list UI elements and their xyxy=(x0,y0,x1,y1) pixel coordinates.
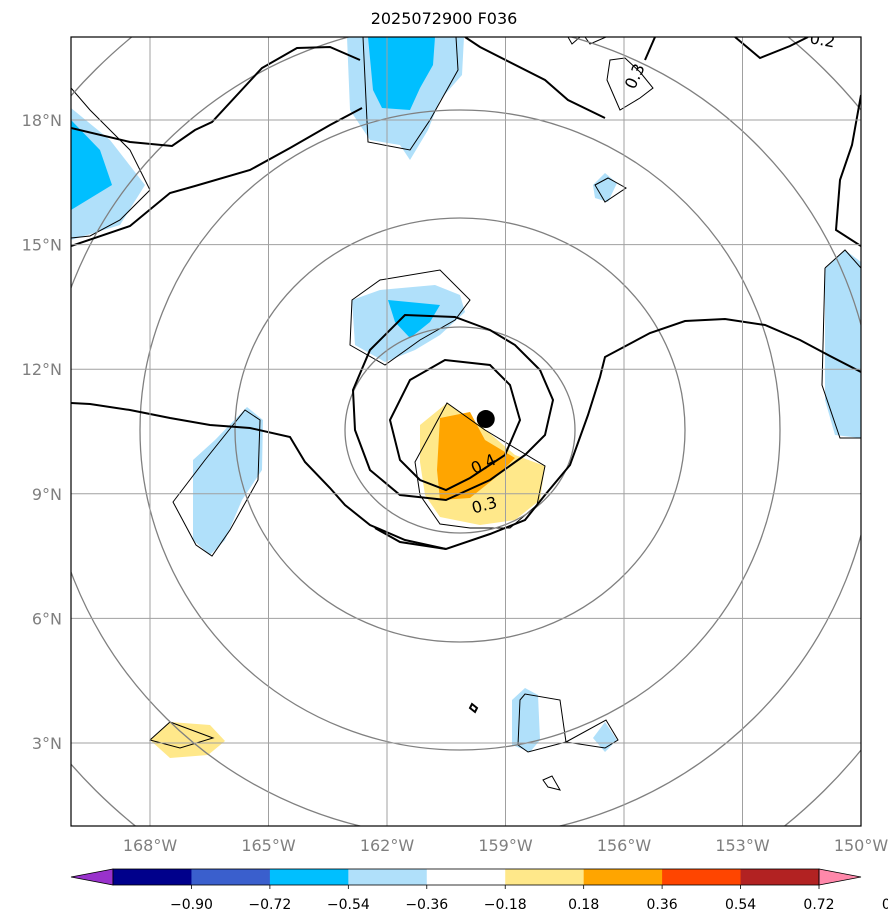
lat-tick-label: 18°N xyxy=(22,111,62,130)
shade-positive-south xyxy=(150,722,225,758)
colorbar-tick-labels: −0.90 −0.72 −0.54 −0.36 −0.18 0.18 0.36 0.54 0.7… xyxy=(170,897,888,913)
colorbar-segment xyxy=(662,869,742,885)
lat-tick-label: 6°N xyxy=(32,609,62,628)
colorbar-tick-label: 0.36 xyxy=(647,897,678,913)
shade-negative-south-1 xyxy=(512,688,540,752)
shade-negative-mid-core xyxy=(388,300,440,338)
shade-negative-west-core xyxy=(71,120,112,210)
contour-label: 0.2 xyxy=(808,28,836,51)
colorbar-extend-low xyxy=(70,868,114,886)
lon-tick-label: 156°W xyxy=(597,836,652,855)
lon-tick-label: 159°W xyxy=(478,836,533,855)
shade-negative-sw xyxy=(193,407,263,555)
latitude-tick-labels: 3°N 6°N 9°N 12°N 15°N 18°N xyxy=(22,111,62,753)
storm-center-marker xyxy=(476,410,495,429)
colorbar xyxy=(70,868,862,889)
shade-positive-center-core xyxy=(437,412,515,500)
shaded-fields xyxy=(71,37,861,758)
thin-contours xyxy=(71,37,861,791)
thick-contours xyxy=(71,37,861,551)
colorbar-tick-label: −0.18 xyxy=(484,897,527,913)
colorbar-tick-label: −0.54 xyxy=(327,897,370,913)
colorbar-segment xyxy=(113,869,192,885)
shade-negative-small-ne xyxy=(593,173,617,202)
lat-tick-label: 9°N xyxy=(32,485,62,504)
lat-lon-grid xyxy=(71,37,861,826)
map-title: 2025072900 F036 xyxy=(370,9,518,28)
colorbar-segment xyxy=(191,869,271,885)
lon-tick-label: 150°W xyxy=(834,836,888,855)
colorbar-segment xyxy=(740,869,820,885)
colorbar-tick-label: 0.18 xyxy=(568,897,599,913)
colorbar-tick-label: 0.90 xyxy=(882,897,888,913)
colorbar-segment xyxy=(583,869,663,885)
contour-labels: 0.40.30.30.2 xyxy=(468,28,837,518)
longitude-tick-labels: 168°W 165°W 162°W 159°W 156°W 153°W 150°W xyxy=(123,836,888,855)
lat-tick-label: 3°N xyxy=(32,734,62,753)
colorbar-extend-high xyxy=(818,868,862,886)
colorbar-outline xyxy=(112,868,820,886)
colorbar-segment xyxy=(426,869,506,885)
colorbar-tick-label: 0.72 xyxy=(803,897,834,913)
colorbar-tick-label: −0.72 xyxy=(248,897,291,913)
map-frame xyxy=(70,36,862,827)
shade-negative-north-core xyxy=(368,37,435,110)
colorbar-tick-label: −0.90 xyxy=(170,897,213,913)
lon-tick-label: 165°W xyxy=(241,836,296,855)
contour-label: 0.3 xyxy=(621,61,649,92)
lon-tick-label: 168°W xyxy=(123,836,178,855)
lon-tick-label: 162°W xyxy=(360,836,415,855)
colorbar-segment xyxy=(348,869,428,885)
lat-tick-label: 12°N xyxy=(22,360,62,379)
colorbar-segment xyxy=(269,869,349,885)
colorbar-segment xyxy=(505,869,585,885)
lon-tick-label: 153°W xyxy=(715,836,770,855)
colorbar-tick-label: −0.36 xyxy=(405,897,448,913)
lat-tick-label: 15°N xyxy=(22,236,62,255)
colorbar-tick-label: 0.54 xyxy=(725,897,756,913)
